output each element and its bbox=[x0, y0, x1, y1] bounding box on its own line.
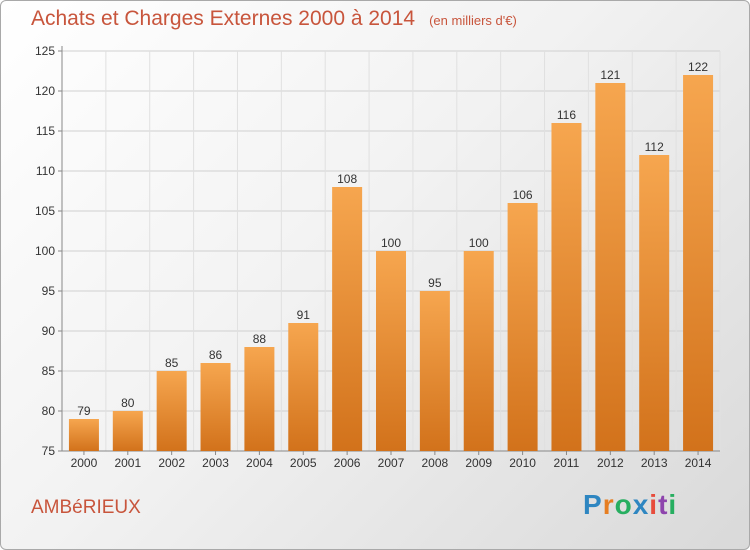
x-tick-label: 2004 bbox=[246, 456, 273, 470]
logo-letter: i bbox=[649, 489, 659, 520]
x-tick-label: 2003 bbox=[202, 456, 229, 470]
x-tick-label: 2006 bbox=[334, 456, 361, 470]
x-tick-label: 2005 bbox=[290, 456, 317, 470]
y-tick-label: 100 bbox=[35, 244, 55, 258]
bar bbox=[68, 419, 99, 451]
logo-letter: x bbox=[632, 489, 650, 520]
title-row: Achats et Charges Externes 2000 à 2014 (… bbox=[31, 7, 517, 31]
data-label: 112 bbox=[645, 140, 664, 154]
data-label: 86 bbox=[209, 348, 223, 362]
x-tick-label: 2007 bbox=[378, 456, 405, 470]
logo-letter: P bbox=[583, 489, 603, 520]
y-tick-label: 85 bbox=[42, 364, 56, 378]
y-tick-label: 120 bbox=[35, 84, 55, 98]
bars bbox=[68, 75, 714, 451]
data-label: 108 bbox=[337, 172, 357, 186]
data-label: 80 bbox=[121, 396, 135, 410]
place-name: AMBéRIEUX bbox=[31, 497, 141, 518]
logo-letter: t bbox=[658, 489, 669, 520]
x-tick-label: 2013 bbox=[641, 456, 668, 470]
data-label: 91 bbox=[297, 308, 311, 322]
x-tick-label: 2002 bbox=[158, 456, 185, 470]
bar bbox=[376, 251, 406, 451]
y-tick-label: 105 bbox=[35, 204, 55, 218]
bar bbox=[551, 123, 582, 451]
bar bbox=[595, 83, 626, 451]
data-label: 100 bbox=[381, 236, 401, 250]
x-tick-label: 2011 bbox=[554, 456, 580, 470]
y-tick-label: 115 bbox=[36, 124, 55, 138]
data-label: 88 bbox=[253, 332, 267, 346]
x-tick-label: 2008 bbox=[422, 456, 449, 470]
y-tick-label: 125 bbox=[35, 44, 55, 58]
logo-letter: r bbox=[602, 489, 615, 520]
chart-title: Achats et Charges Externes 2000 à 2014 bbox=[31, 7, 416, 30]
bar bbox=[156, 371, 187, 451]
proxiti-logo: Proxiti bbox=[583, 489, 677, 521]
x-tick-label: 2010 bbox=[509, 456, 536, 470]
x-tick-label: 2001 bbox=[114, 456, 141, 470]
data-label: 100 bbox=[469, 236, 489, 250]
y-tick-label: 75 bbox=[42, 444, 56, 458]
x-tick-label: 2009 bbox=[465, 456, 492, 470]
y-tick-label: 95 bbox=[42, 284, 56, 298]
data-label: 122 bbox=[688, 60, 708, 74]
y-tick-label: 110 bbox=[36, 164, 55, 178]
bar bbox=[112, 411, 143, 451]
data-label: 95 bbox=[428, 276, 442, 290]
x-tick-label: 2000 bbox=[71, 456, 98, 470]
chart-subtitle: (en milliers d'€) bbox=[429, 13, 517, 28]
data-labels: 79 80 85 86 88 91 108 100 95 100 106 116 121 112 122 bbox=[77, 60, 708, 418]
data-label: 116 bbox=[557, 108, 576, 122]
y-tick-label: 80 bbox=[42, 404, 56, 418]
data-label: 121 bbox=[600, 68, 620, 82]
x-tick-label: 2012 bbox=[597, 456, 624, 470]
logo-letter: i bbox=[668, 489, 678, 520]
bar bbox=[244, 347, 275, 451]
bar bbox=[200, 363, 231, 451]
logo-letter: o bbox=[614, 489, 633, 520]
bar bbox=[507, 203, 538, 451]
bar bbox=[463, 251, 494, 451]
data-label: 79 bbox=[77, 404, 91, 418]
bar bbox=[419, 291, 450, 451]
bar bbox=[683, 75, 714, 451]
data-label: 106 bbox=[513, 188, 533, 202]
bar bbox=[288, 323, 319, 451]
bar bbox=[639, 155, 670, 451]
data-label: 85 bbox=[165, 356, 179, 370]
x-tick-label: 2014 bbox=[685, 456, 712, 470]
bar bbox=[332, 187, 363, 451]
y-tick-label: 90 bbox=[42, 324, 56, 338]
